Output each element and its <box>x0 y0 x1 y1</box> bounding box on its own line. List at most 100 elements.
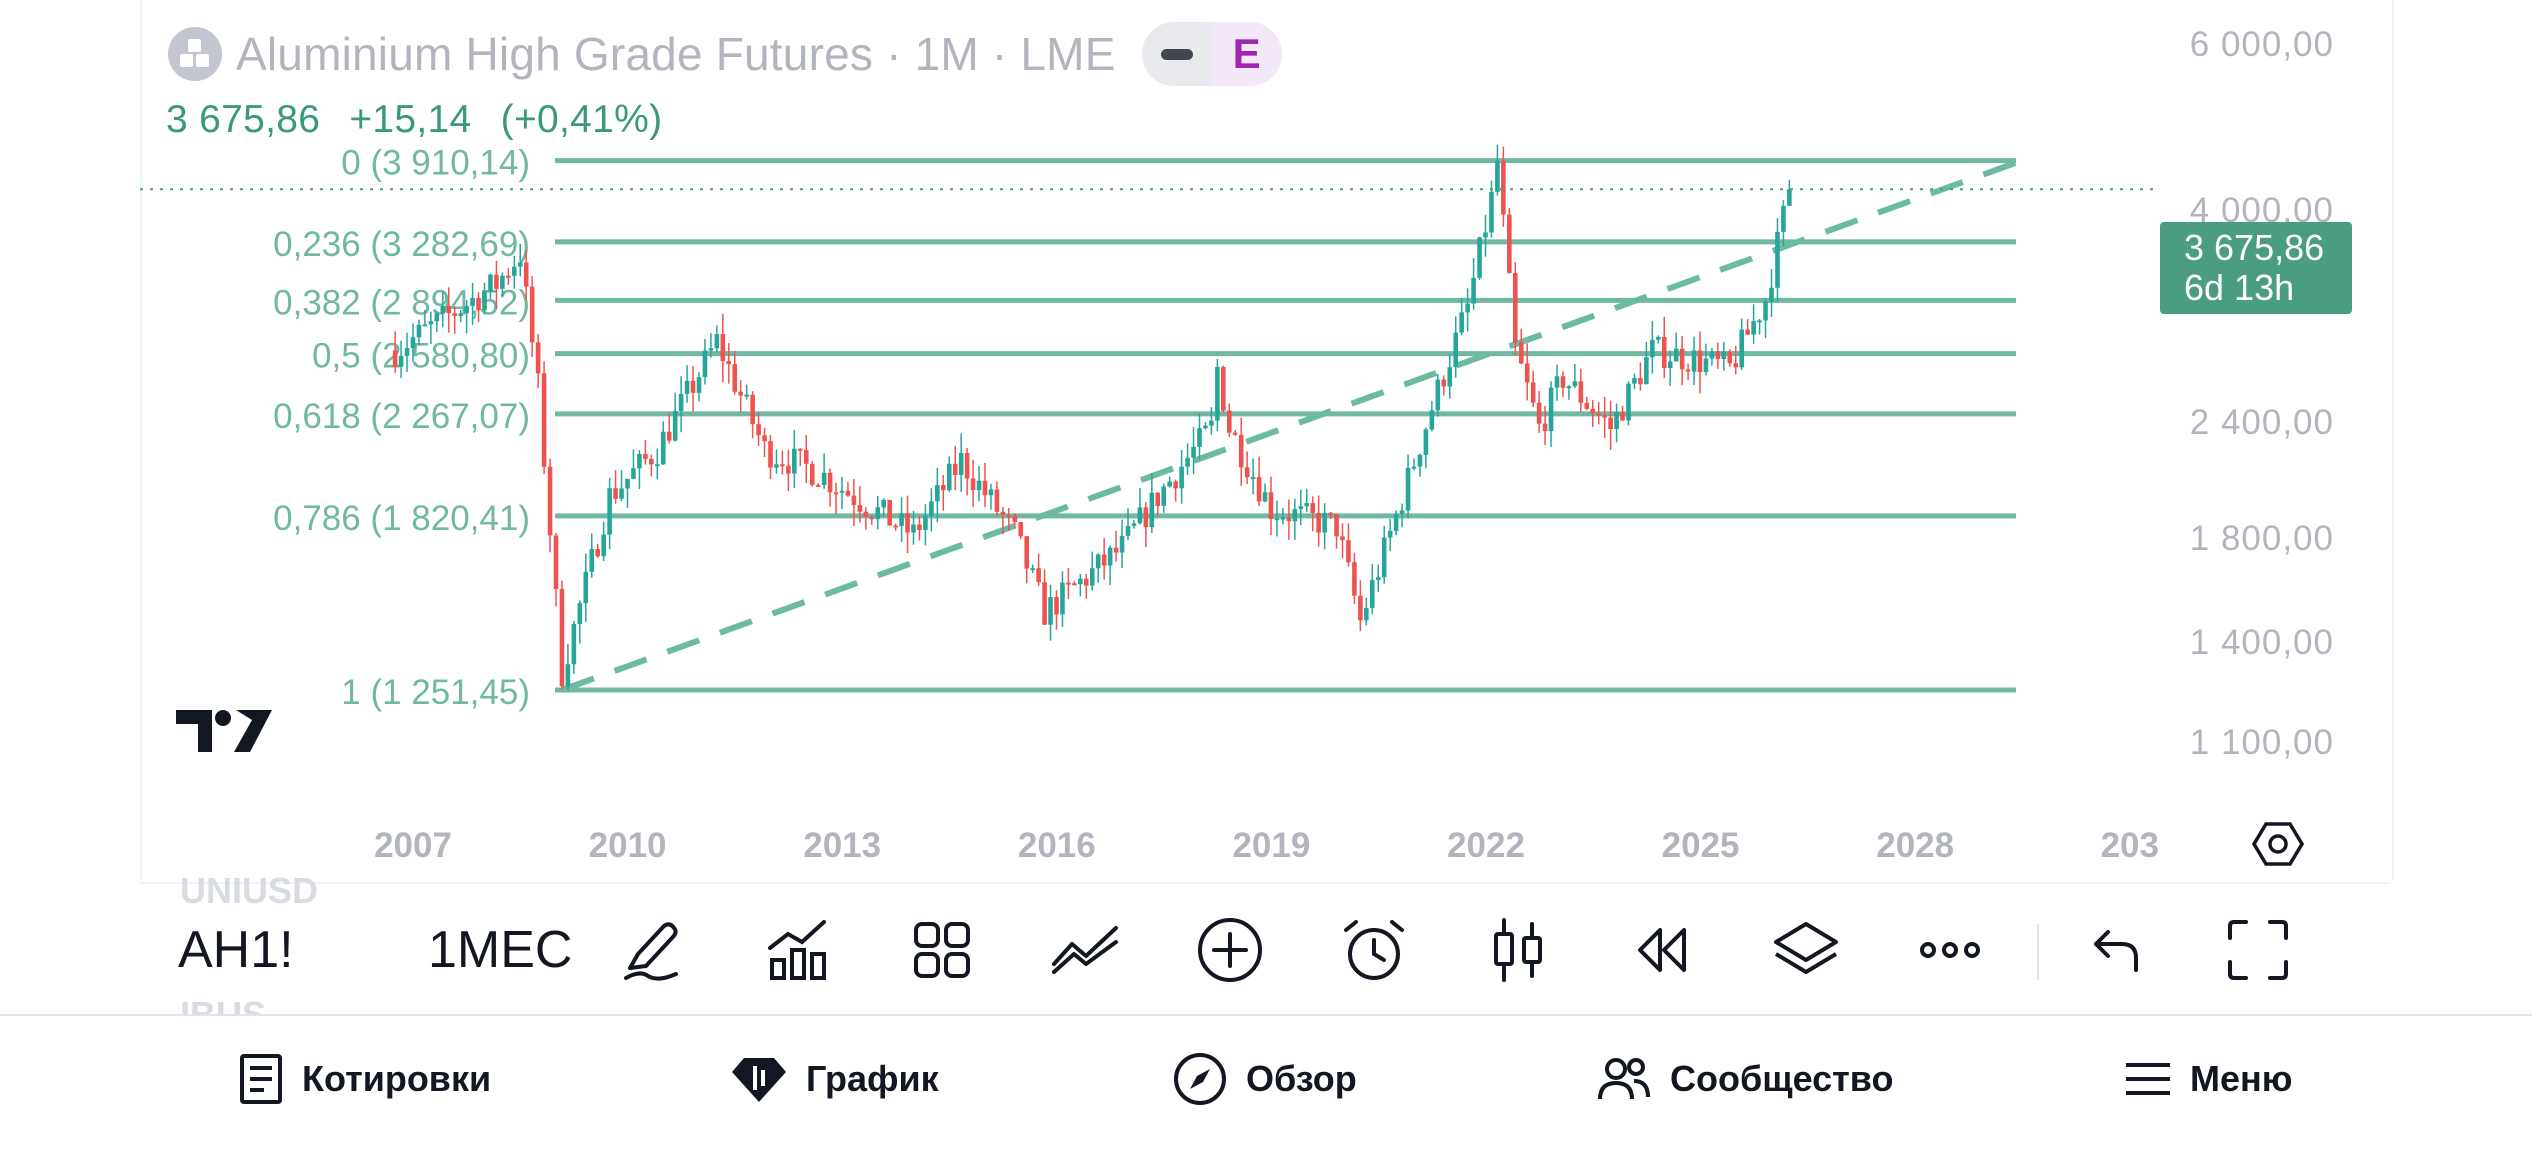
compare-symbols-icon[interactable] <box>1050 914 1122 986</box>
candle-body <box>756 424 761 436</box>
price-chart[interactable]: 0 (3 910,14) 0,236 (3 282,69) 0,382 (2 894… <box>0 0 2532 880</box>
candle-body <box>398 355 404 367</box>
candle-body <box>732 364 738 392</box>
add-icon[interactable] <box>1194 914 1266 986</box>
candle-body <box>1489 191 1494 233</box>
candle-style-icon[interactable] <box>1482 914 1554 986</box>
candle-body <box>476 297 481 311</box>
candle-body <box>619 488 624 499</box>
candle-body <box>1215 366 1220 421</box>
chart-panel[interactable] <box>140 0 2394 880</box>
candle-body <box>1316 512 1321 533</box>
candle-body <box>1673 348 1679 362</box>
price-axis-label: 2 400,00 <box>2190 403 2334 442</box>
candle-body <box>1310 503 1316 513</box>
chart-header: Aluminium High Grade Futures · 1M · LME … <box>168 22 1282 86</box>
candle-body <box>1620 411 1625 421</box>
candle-body <box>1375 577 1381 581</box>
chart-diamond-icon <box>732 1058 786 1102</box>
header-badges: E <box>1141 22 1282 86</box>
candle-body <box>1638 378 1643 385</box>
nav-community-label: Сообщество <box>1670 1058 1894 1099</box>
candle-body <box>803 449 809 464</box>
fib-level-label: 1 (1 251,45) <box>341 673 530 712</box>
candle-body <box>958 452 964 475</box>
candle-body <box>970 478 976 491</box>
candle-body <box>1048 597 1053 625</box>
community-people-icon <box>1598 1058 1650 1100</box>
fullscreen-icon[interactable] <box>2222 914 2294 986</box>
candle-body <box>982 480 988 496</box>
auto-scale-icon[interactable] <box>2252 818 2304 870</box>
collapse-legend-button[interactable] <box>1141 22 1212 86</box>
candle-body <box>1012 515 1018 523</box>
undo-icon[interactable] <box>2078 914 2150 986</box>
candle-body <box>1119 535 1125 553</box>
candle-body <box>1518 342 1524 364</box>
layout-grid-icon[interactable] <box>906 914 978 986</box>
earnings-badge[interactable]: E <box>1211 22 1282 86</box>
last-price-badge-value: 3 675,86 <box>2184 227 2325 268</box>
candle-body <box>1781 205 1786 232</box>
candle-body <box>708 348 714 351</box>
candle-body <box>1405 467 1411 511</box>
candle-body <box>1078 578 1083 585</box>
candle-body <box>744 394 749 397</box>
candle-body <box>946 463 952 491</box>
symbol-title[interactable]: Aluminium High Grade Futures · 1M · LME <box>236 28 1116 80</box>
candle-body <box>678 393 684 411</box>
layers-icon[interactable] <box>1770 914 1842 986</box>
candle-body <box>1512 272 1518 343</box>
nav-menu[interactable]: Меню <box>2124 1044 2293 1114</box>
time-axis[interactable]: 2007 2010 2013 2016 2019 2022 2025 2028 203 <box>374 826 2159 865</box>
candle-body <box>1387 530 1393 538</box>
candle-body <box>553 535 559 589</box>
interval-button[interactable]: 1МЕС <box>428 921 573 979</box>
candle-body <box>738 391 744 396</box>
nav-explore[interactable]: Обзор <box>1172 1044 1357 1114</box>
tradingview-logo <box>176 710 272 752</box>
candle-body <box>899 513 904 526</box>
candle-body <box>839 490 845 493</box>
candle-body <box>994 489 1000 512</box>
candle-body <box>1596 413 1602 416</box>
candle-body <box>1262 492 1268 502</box>
candle-body <box>1113 547 1119 553</box>
candle-body <box>1185 457 1190 467</box>
candle-body <box>1447 367 1453 387</box>
fibonacci-labels: 0 (3 910,14) 0,236 (3 282,69) 0,382 (2 894… <box>273 144 530 712</box>
candle-body <box>1137 507 1143 524</box>
indicators-icon[interactable] <box>762 914 834 986</box>
nav-chart[interactable]: График <box>730 1044 939 1114</box>
more-dots-icon[interactable] <box>1914 914 1986 986</box>
alarm-clock-icon[interactable] <box>1338 914 1410 986</box>
candle-body <box>1250 477 1256 480</box>
candle-body <box>1280 517 1286 520</box>
candle-body <box>881 499 887 508</box>
nav-community[interactable]: Сообщество <box>1596 1044 1893 1114</box>
candle-body <box>1667 361 1673 369</box>
candle-body <box>923 515 928 530</box>
candle-body <box>428 321 434 325</box>
fibonacci-retracement[interactable] <box>555 158 2016 693</box>
symbol-search-button[interactable]: AH1! <box>178 921 294 979</box>
candle-body <box>1149 492 1155 528</box>
price-axis[interactable]: 6 000,004 000,002 400,001 800,001 400,00… <box>2190 25 2334 762</box>
candle-body <box>750 394 755 425</box>
candle-body <box>666 431 672 441</box>
drawing-pen-icon[interactable] <box>618 914 690 986</box>
candle-body <box>1072 583 1077 586</box>
replay-rewind-icon[interactable] <box>1626 914 1698 986</box>
candle-body <box>1727 351 1733 364</box>
candle-body <box>1507 214 1512 273</box>
candle-body <box>1089 568 1095 586</box>
time-axis-label: 2007 <box>374 826 452 865</box>
candle-body <box>1572 381 1578 387</box>
candle-body <box>1155 492 1161 506</box>
candle-body <box>1030 568 1035 571</box>
nav-quotes[interactable]: Котировки <box>238 1044 491 1114</box>
candle-body <box>1483 232 1488 238</box>
candle-body <box>1352 562 1357 596</box>
candle-body <box>1328 512 1333 515</box>
candle-body <box>1644 357 1649 385</box>
